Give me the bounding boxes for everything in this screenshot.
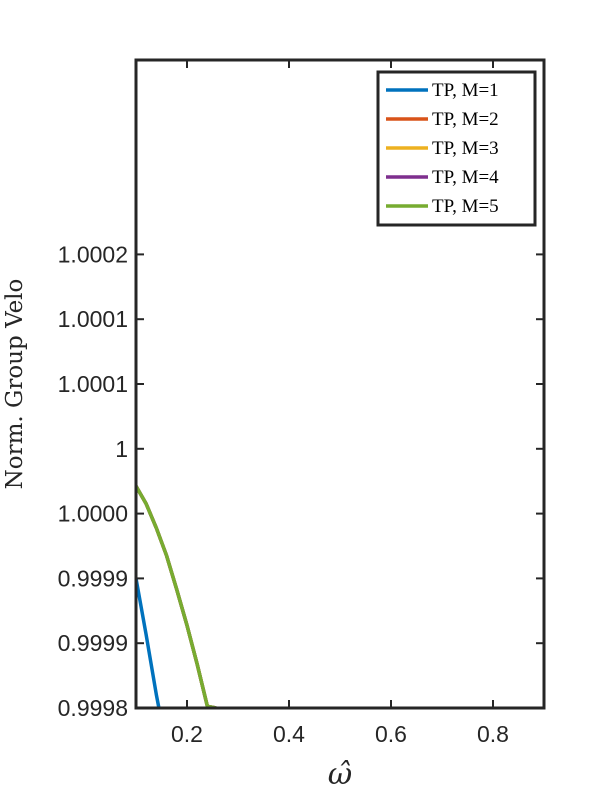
y-tick-label: 1.0001	[58, 306, 128, 332]
x-tick-label: 0.8	[477, 721, 509, 747]
y-tick-label: 1.0001	[58, 371, 128, 397]
plot-frame	[134, 58, 546, 710]
legend-label: TP, M=5	[432, 196, 499, 217]
tick-layer: 0.2 0.4 0.6 0.8 0.9998 0.9999 0.9999 1.0000 1 1.0…	[58, 60, 544, 747]
series-line-m1	[136, 578, 161, 708]
x-tick-label: 0.6	[375, 721, 407, 747]
x-axis-label: ω̂	[328, 757, 352, 792]
series-layer	[136, 485, 217, 708]
legend-label: TP, M=2	[432, 109, 499, 130]
y-axis-label: Norm. Group Velo	[2, 279, 28, 490]
y-tick-label: 1.0000	[58, 501, 128, 527]
y-tick-label: 0.9999	[58, 630, 128, 656]
legend-label: TP, M=3	[432, 138, 499, 159]
x-tick-label: 0.2	[171, 721, 203, 747]
series-line-m5	[136, 485, 217, 708]
y-tick-label: 1	[115, 436, 128, 462]
y-tick-label: 1.0002	[58, 241, 128, 267]
y-tick-label: 0.9998	[58, 695, 128, 721]
legend: TP, M=1 TP, M=2 TP, M=3 TP, M=4 TP, M=5	[376, 70, 537, 227]
y-tick-label: 0.9999	[58, 565, 128, 591]
legend-label: TP, M=4	[432, 167, 499, 188]
legend-label: TP, M=1	[432, 80, 499, 101]
legend-items: TP, M=1 TP, M=2 TP, M=3 TP, M=4 TP, M=5	[386, 80, 499, 217]
x-tick-label: 0.4	[273, 721, 305, 747]
